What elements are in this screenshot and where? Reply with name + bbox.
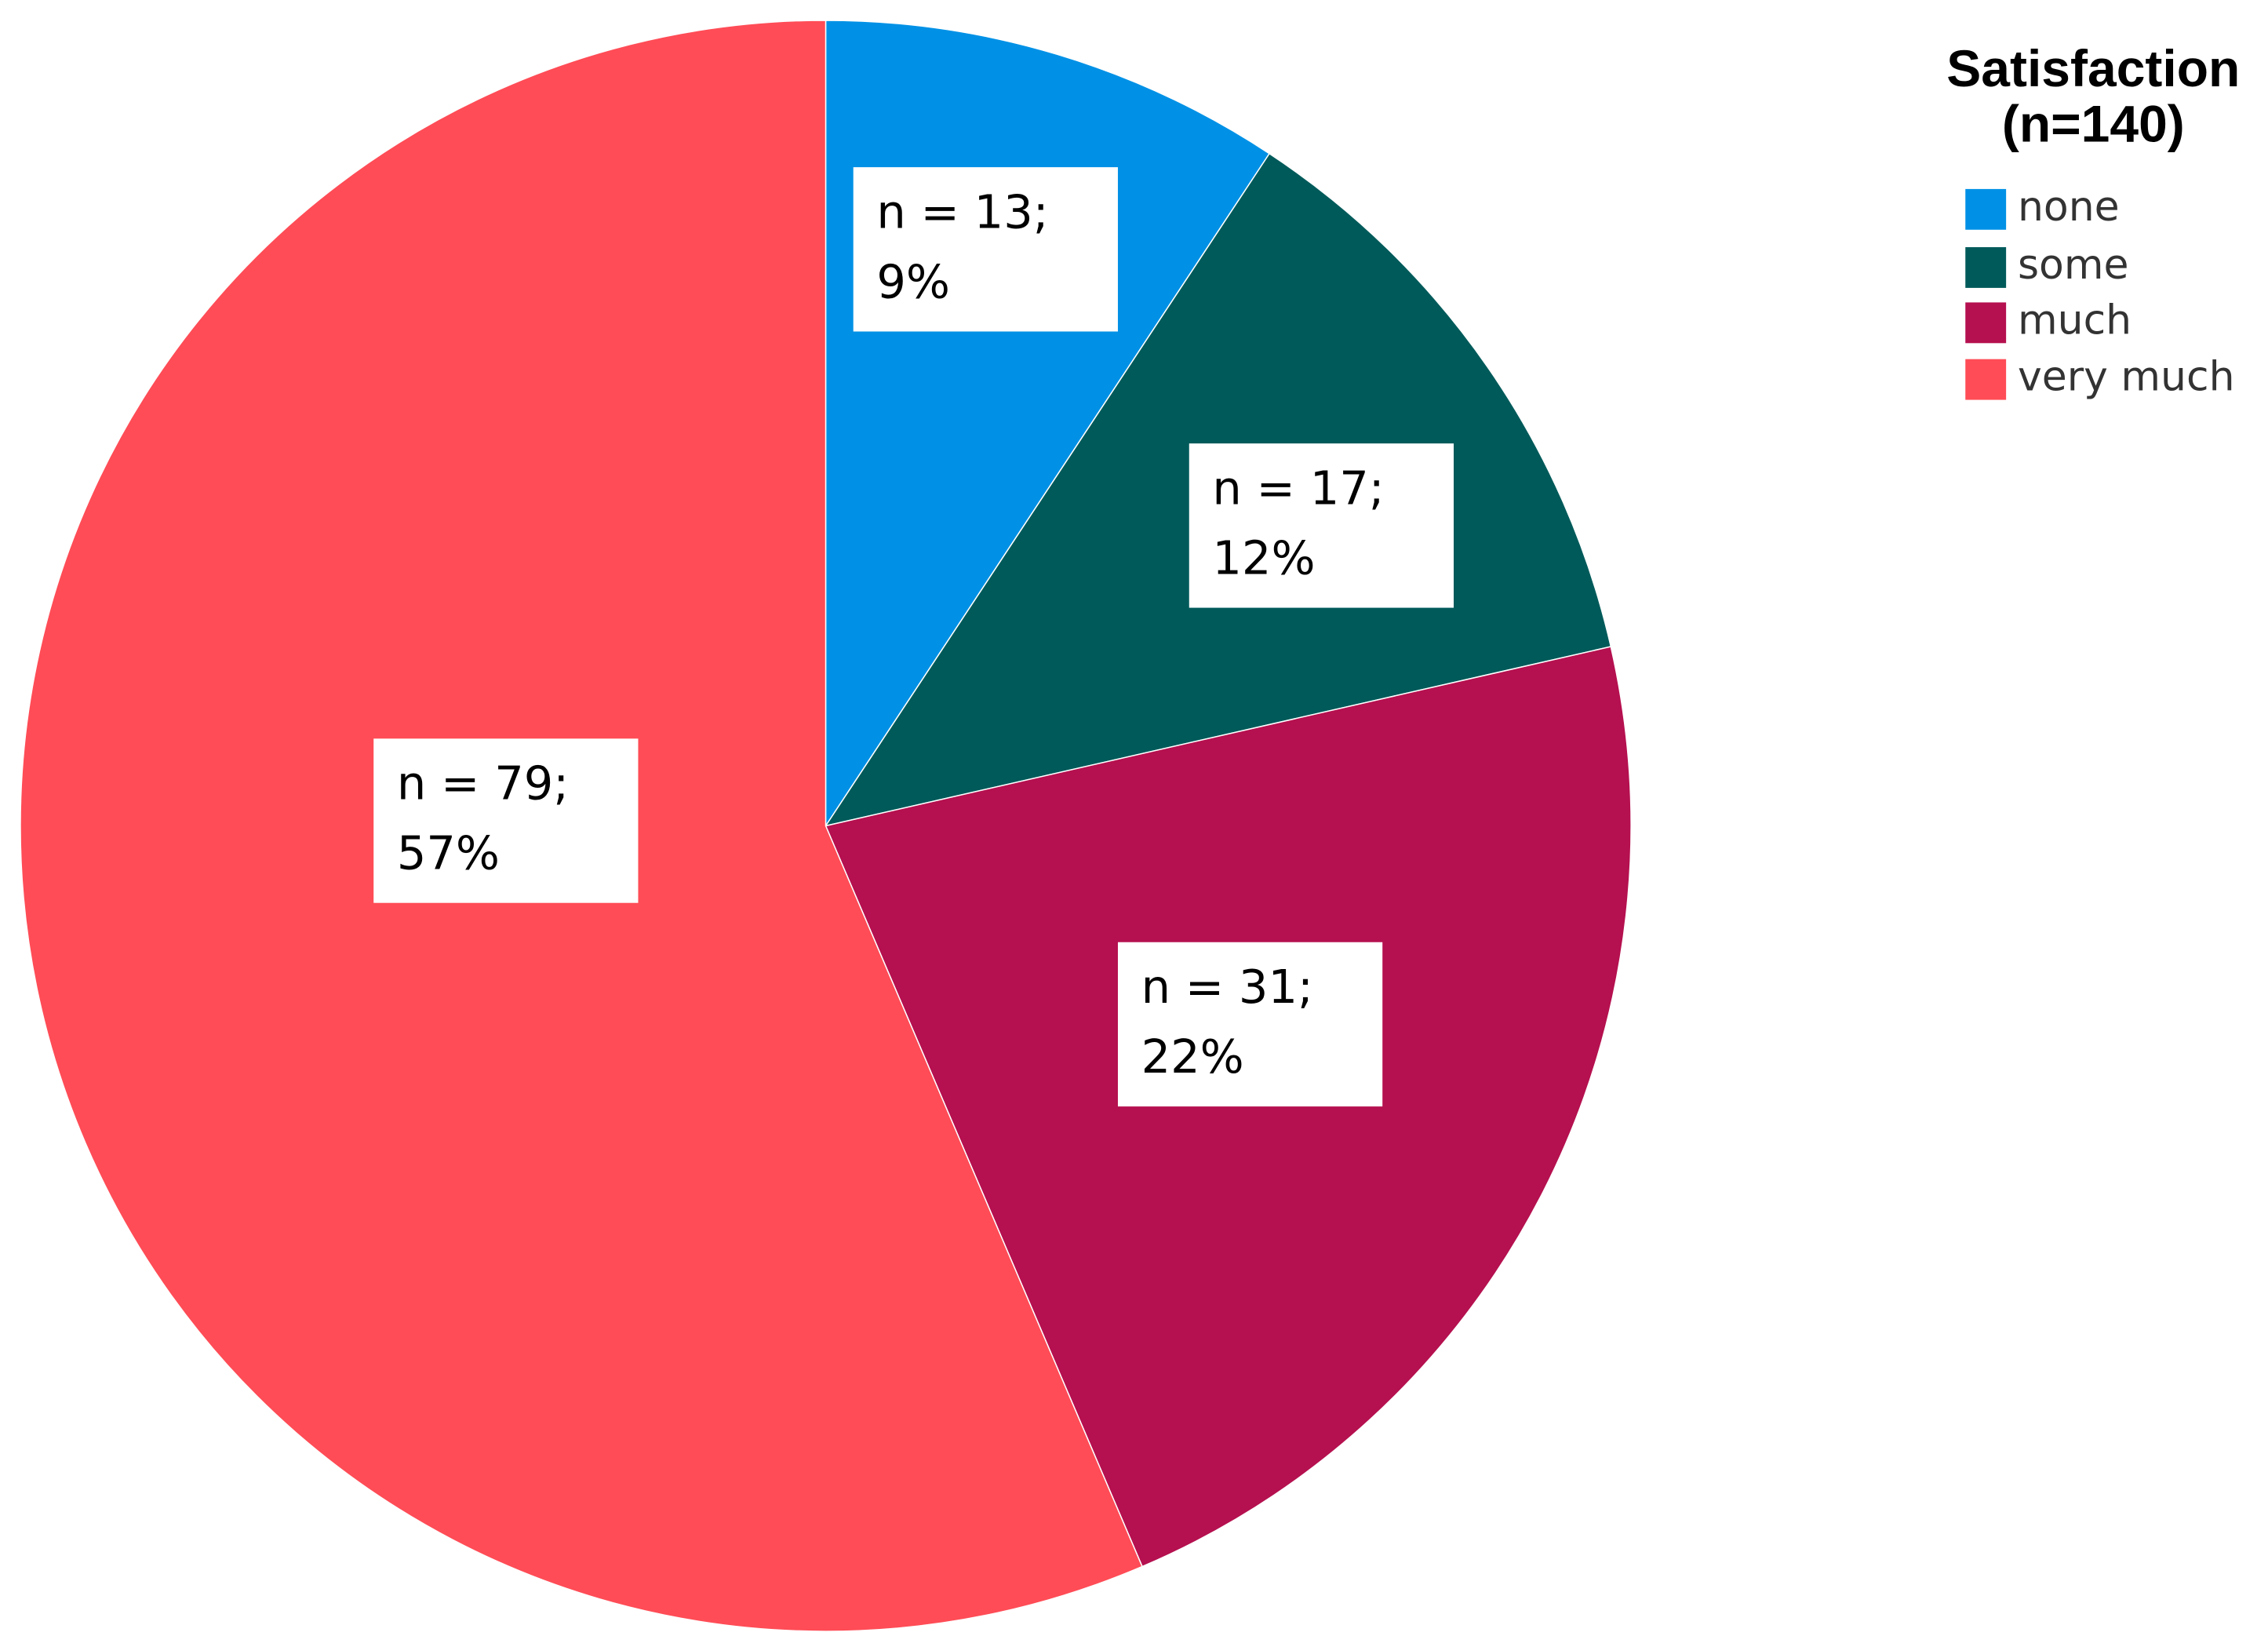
legend-label: much [2018, 297, 2131, 344]
legend-title: Satisfaction [1946, 39, 2240, 97]
data-labels: n = 13; 9% n = 17; 12% n = 31; 22% n = 79; 57% [373, 167, 1454, 1107]
label-box [1189, 443, 1454, 608]
label-box [1117, 942, 1383, 1107]
legend-title: (n=140) [2002, 95, 2185, 153]
label-box [853, 167, 1118, 332]
data-label: n = 79; [397, 756, 569, 811]
legend-swatch [1965, 247, 2007, 288]
pie [20, 20, 1632, 1632]
data-label: 9% [876, 254, 950, 308]
data-label: n = 31; [1141, 960, 1313, 1014]
data-label: n = 17; [1212, 461, 1384, 515]
legend-swatch [1965, 359, 2007, 400]
data-label: 22% [1141, 1029, 1244, 1084]
legend-swatch [1965, 188, 2007, 230]
legend: Satisfaction(n=140) none some much very much [1946, 39, 2240, 401]
label-box [373, 738, 639, 903]
legend-label: some [2018, 242, 2129, 289]
data-label: 12% [1212, 530, 1315, 585]
data-label: 57% [397, 826, 500, 880]
legend-swatch [1965, 302, 2007, 344]
data-label: n = 13; [876, 184, 1048, 239]
pie-slice [825, 646, 1632, 1568]
legend-label: very much [2018, 354, 2235, 401]
legend-label: none [2018, 184, 2120, 231]
